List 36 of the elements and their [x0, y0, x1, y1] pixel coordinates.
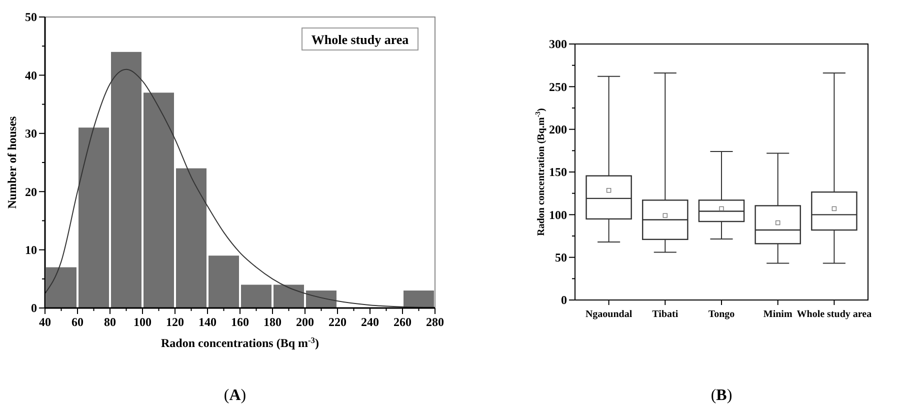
x-tick-label: 100 [134, 315, 152, 329]
x-tick-label: Minim [763, 309, 793, 320]
text: (B) [710, 387, 732, 404]
y-tick-label: 250 [549, 80, 567, 94]
x-tick-label: Whole study area [796, 309, 872, 320]
x-tick-label: 200 [296, 315, 314, 329]
y-tick-label: 30 [25, 126, 37, 141]
x-tick-label: 180 [264, 315, 282, 329]
x-tick-label: 120 [166, 315, 184, 329]
x-tick-label: 40 [39, 315, 51, 329]
y-tick-label: 10 [25, 243, 37, 257]
y-tick-label: 0 [31, 301, 37, 316]
y-tick-label: 100 [549, 208, 567, 222]
x-tick-label: 220 [328, 315, 346, 329]
x-tick-label: 60 [72, 315, 84, 329]
x-tick-label: Tibati [652, 309, 678, 320]
x-tick-label: 160 [231, 315, 249, 329]
x-axis-title: Radon concentrations (Bq m$^{-3}$) [161, 336, 319, 350]
y-tick-label: 200 [549, 122, 567, 137]
y-tick-label: 50 [555, 250, 567, 265]
y-tick-label: 50 [25, 10, 37, 24]
y-tick-label: 20 [25, 184, 37, 199]
x-tick-label: 240 [361, 315, 379, 329]
x-tick-label: Ngaoundal [585, 309, 632, 320]
x-tick-label: Tongo [708, 309, 735, 320]
x-tick-label: 140 [198, 315, 216, 329]
y-tick-label: 40 [25, 68, 37, 82]
y-tick-label: 0 [561, 293, 567, 308]
y-axis-title: Number of houses [5, 116, 19, 209]
text: (A) [224, 387, 246, 404]
x-tick-label: 260 [394, 315, 412, 329]
x-tick-label: 80 [104, 315, 116, 329]
y-tick-label: 150 [549, 165, 567, 180]
annotation: Whole study area [311, 32, 410, 47]
y-tick-label: 300 [549, 37, 567, 52]
x-tick-label: 280 [426, 315, 444, 329]
